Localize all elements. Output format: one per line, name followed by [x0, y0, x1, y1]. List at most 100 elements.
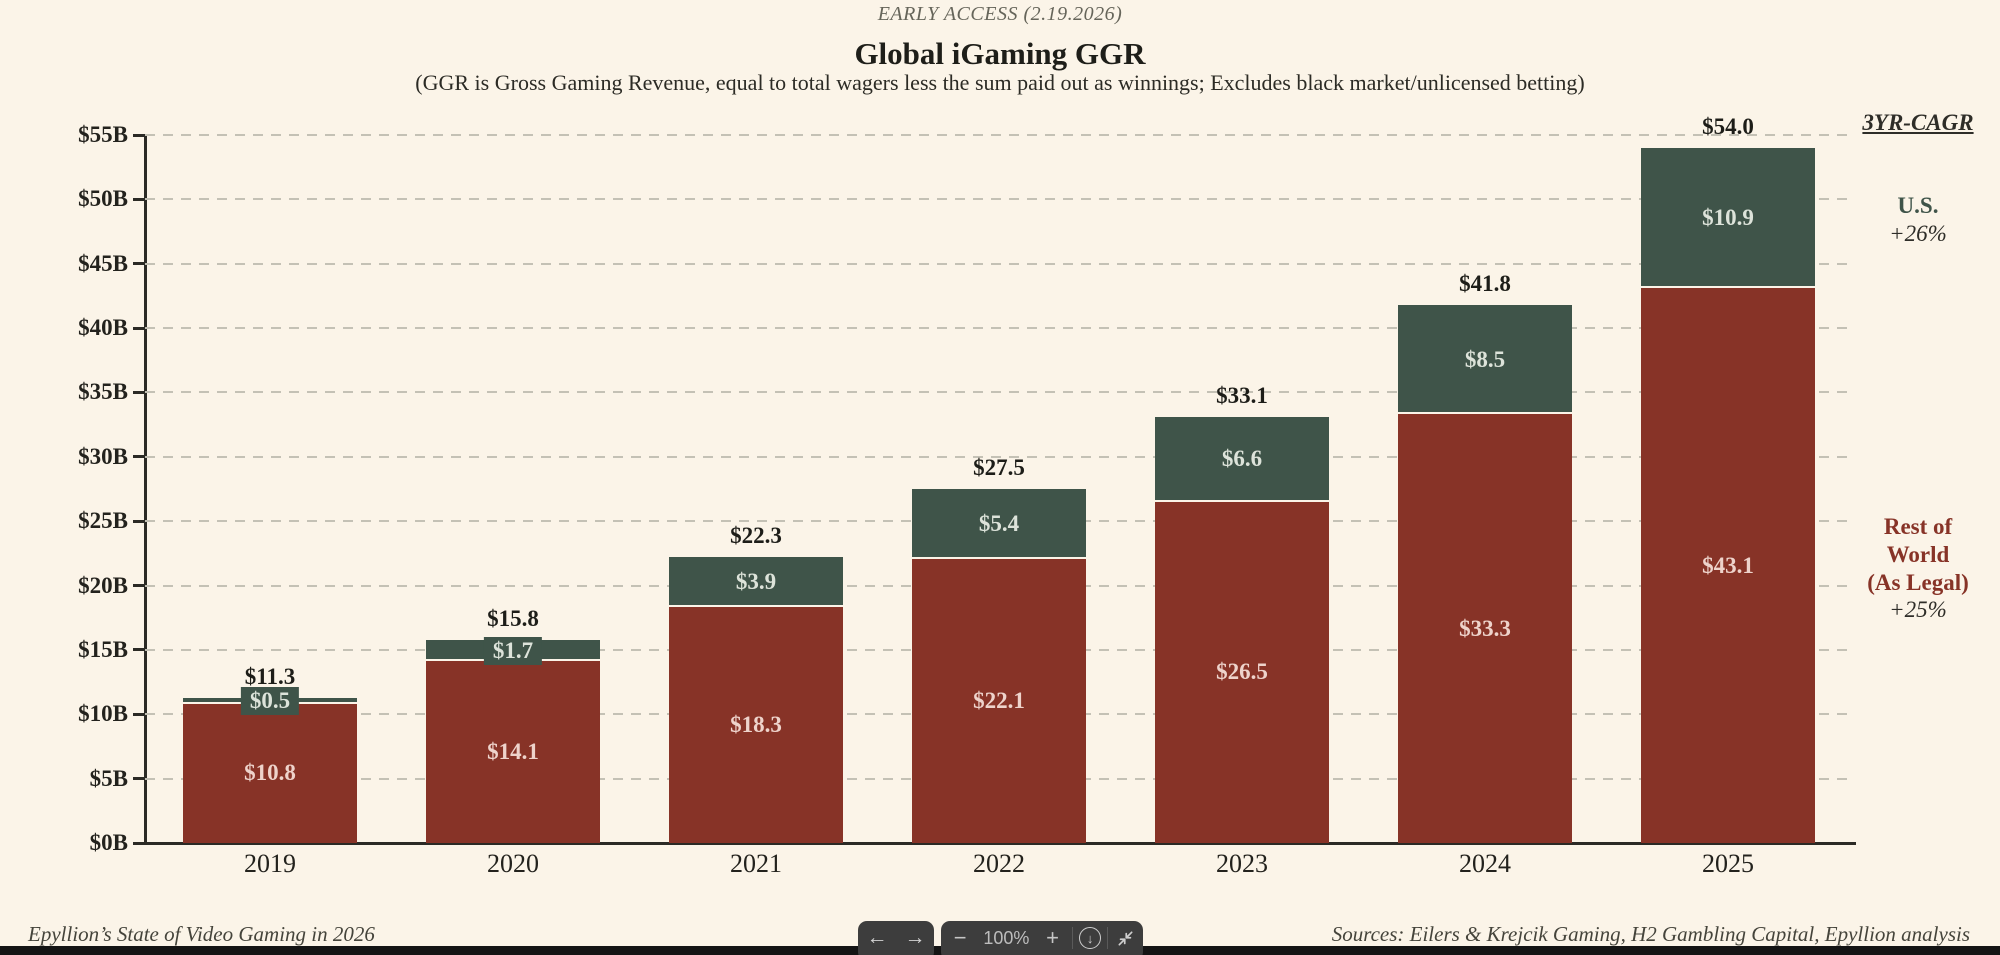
row-cagr-value: +25% — [1889, 597, 1947, 622]
bar-total-label: $27.5 — [973, 455, 1025, 480]
x-axis-year-label: 2025 — [1702, 849, 1754, 878]
download-button[interactable]: ↓ — [1073, 921, 1108, 955]
early-access-note: EARLY ACCESS (2.19.2026) — [877, 3, 1123, 25]
collapse-arrows-icon — [1118, 930, 1133, 946]
y-tick-label: $30B — [78, 443, 128, 469]
y-tick-mark — [133, 262, 145, 266]
zoom-toolbar: − 100% + ↓ — [941, 921, 1143, 955]
bar-total-label: $15.8 — [487, 605, 539, 631]
bar-total-label: $11.3 — [244, 663, 296, 689]
bar-value-rest-of-world: $43.1 — [1702, 552, 1754, 578]
y-tick-mark — [133, 648, 145, 652]
bar-total-label: $54.0 — [1702, 113, 1754, 139]
bar-segment-rest-of-world — [1155, 501, 1329, 843]
y-tick-label: $45B — [78, 250, 128, 276]
previous-page-button[interactable]: ← — [866, 926, 888, 949]
y-tick-label: $15B — [78, 636, 128, 662]
bar-value-us: $10.9 — [1702, 205, 1754, 231]
next-page-button[interactable]: → — [904, 926, 926, 949]
x-axis-year-label: 2019 — [244, 849, 296, 878]
y-tick-label: $5B — [89, 765, 128, 791]
toolbar-divider — [1071, 927, 1073, 949]
y-tick-label: $50B — [78, 186, 128, 212]
bar-segment-rest-of-world — [1641, 288, 1815, 843]
y-tick-mark — [133, 584, 145, 588]
y-tick-label: $40B — [78, 315, 128, 341]
bar-segment-rest-of-world — [426, 661, 600, 843]
bar-value-us-chip: $1.7 — [483, 636, 543, 665]
bar-value-us: $8.5 — [1464, 346, 1506, 372]
y-tick-mark — [133, 390, 145, 394]
bar-total-label: $22.3 — [730, 523, 782, 549]
zoom-in-button[interactable]: + — [1046, 925, 1059, 950]
bar-segment-rest-of-world — [1398, 414, 1572, 843]
x-axis-year-label: 2021 — [730, 849, 782, 878]
row-label-line1: Rest of — [1883, 514, 1953, 539]
legend-us-label: U.S. — [1897, 193, 1939, 218]
bar-value-rest-of-world: $22.1 — [973, 687, 1025, 713]
x-axis-year-label: 2024 — [1459, 849, 1511, 878]
y-axis-line — [144, 134, 147, 844]
collapse-view-button[interactable] — [1108, 921, 1143, 955]
bar-value-rest-of-world: $10.8 — [244, 760, 296, 786]
y-tick-label: $20B — [78, 572, 128, 598]
gridline — [145, 134, 1853, 136]
x-axis-year-label: 2022 — [973, 849, 1025, 878]
bar-total-label: $41.8 — [1459, 270, 1511, 296]
y-tick-label: $10B — [78, 701, 128, 727]
bar-segment-us — [1398, 304, 1572, 415]
bar-value-us: $3.9 — [735, 569, 777, 595]
page-nav-toolbar: ← → — [858, 921, 934, 955]
chart-title: Global iGaming GGR — [854, 36, 1146, 71]
y-tick-mark — [133, 455, 145, 459]
chart-subtitle: (GGR is Gross Gaming Revenue, equal to t… — [415, 70, 1585, 95]
bar-value-rest-of-world: $26.5 — [1216, 659, 1268, 685]
us-cagr-value: +26% — [1889, 221, 1947, 246]
bar-segment-us — [669, 557, 843, 608]
cagr-heading: 3YR-CAGR — [1862, 110, 1974, 135]
gridline — [145, 198, 1853, 201]
report-name: Epyllion’s State of Video Gaming in 2026 — [28, 922, 375, 946]
y-tick-mark — [133, 133, 145, 137]
y-tick-mark — [133, 519, 145, 523]
gridline — [145, 455, 1853, 458]
bar-total-label: $33.1 — [1216, 382, 1268, 408]
bar-segment-us — [912, 489, 1086, 559]
bar-segment-us — [1641, 147, 1815, 289]
y-tick-mark — [133, 841, 145, 845]
zoom-out-button[interactable]: − — [953, 925, 967, 950]
y-tick-mark — [133, 712, 145, 716]
row-label-line3: (As Legal) — [1867, 570, 1969, 595]
y-tick-label: $25B — [78, 508, 128, 534]
x-axis-year-label: 2020 — [487, 849, 539, 878]
bar-value-rest-of-world: $18.3 — [730, 712, 782, 738]
sources-note: Sources: Eilers & Krejcik Gaming, H2 Gam… — [1331, 922, 1970, 946]
legend-rest-of-world-label: Rest of World (As Legal) — [1843, 513, 1993, 597]
download-icon: ↓ — [1079, 927, 1102, 949]
x-axis-line — [140, 842, 1856, 845]
bar-segment-rest-of-world — [669, 607, 843, 843]
bar-value-us: $5.4 — [978, 510, 1020, 536]
gridline — [145, 262, 1853, 265]
bar-value-us-chip: $0.5 — [240, 686, 300, 715]
y-tick-label: $35B — [78, 379, 128, 405]
bar-segment-rest-of-world — [912, 558, 1086, 843]
y-tick-mark — [133, 777, 145, 781]
bar-segment-rest-of-world — [183, 703, 357, 843]
bar-value-us: $6.6 — [1221, 446, 1263, 472]
toolbar-divider — [1107, 927, 1109, 949]
y-tick-label: $55B — [78, 122, 128, 147]
x-axis-year-label: 2023 — [1216, 849, 1268, 878]
bar-value-rest-of-world: $14.1 — [487, 739, 539, 765]
row-label-line2: World — [1886, 542, 1950, 567]
gridline — [145, 391, 1853, 394]
y-tick-label: $0B — [89, 830, 128, 855]
y-tick-mark — [133, 197, 145, 201]
gridline — [145, 327, 1853, 330]
zoom-level-indicator[interactable]: 100% — [983, 927, 1030, 948]
y-tick-mark — [133, 326, 145, 330]
bar-segment-us — [1155, 416, 1329, 502]
bar-value-rest-of-world: $33.3 — [1459, 615, 1511, 641]
